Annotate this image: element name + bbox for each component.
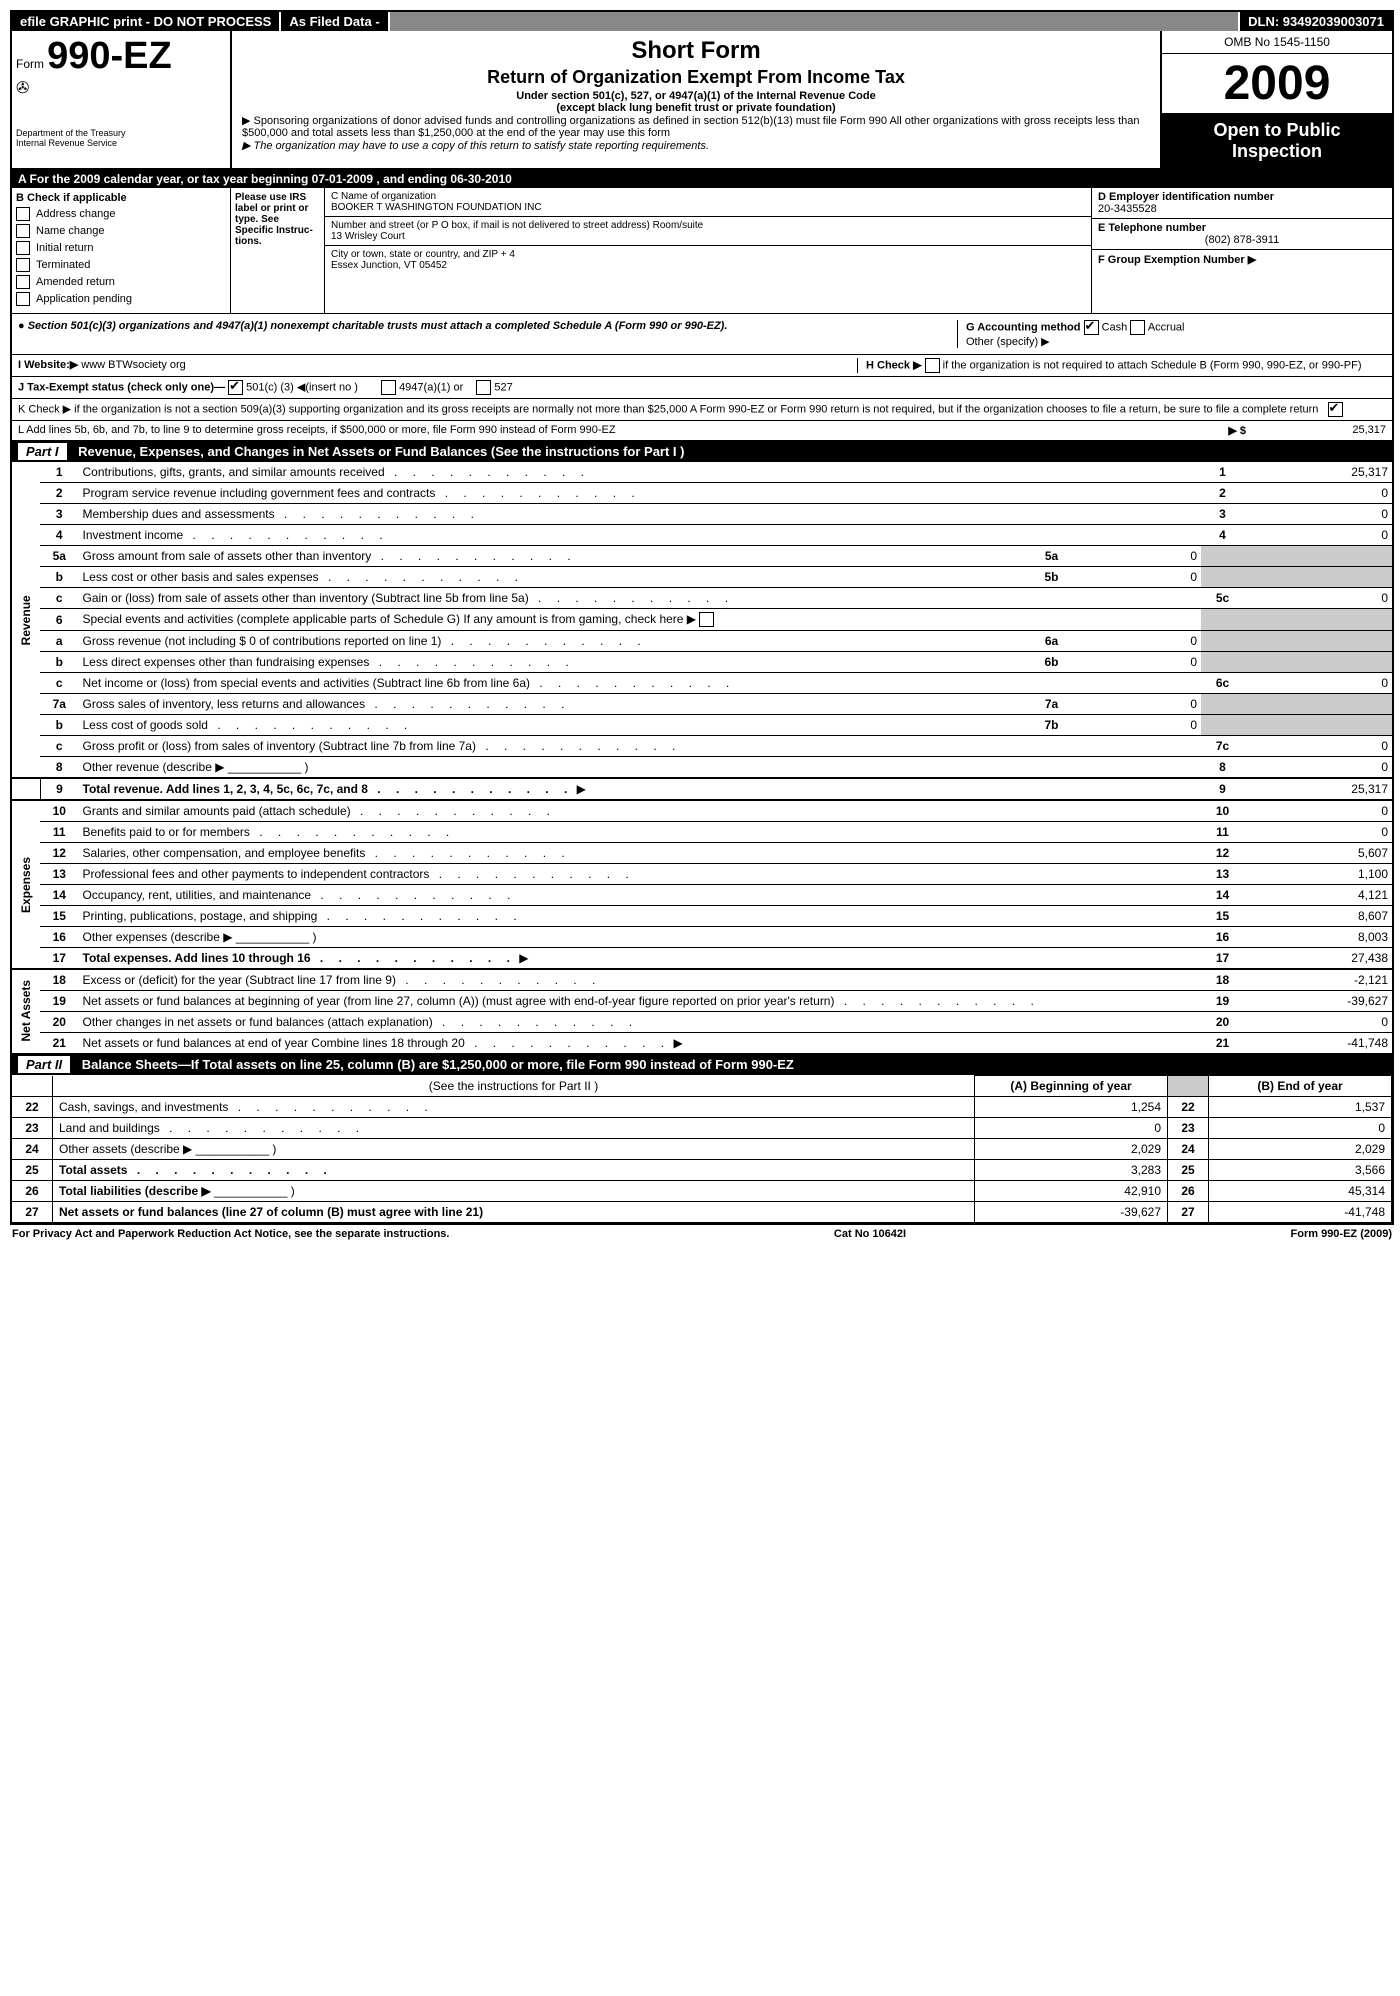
note1: ▶ Sponsoring organizations of donor advi… xyxy=(242,114,1150,139)
ein: 20-3435528 xyxy=(1098,203,1157,215)
org-name: BOOKER T WASHINGTON FOUNDATION INC xyxy=(331,202,1085,213)
revenue-label: Revenue xyxy=(12,462,40,778)
check-column: B Check if applicable Address change Nam… xyxy=(12,188,231,313)
balance-sheet: (See the instructions for Part II ) (A) … xyxy=(12,1075,1392,1223)
row-ih: I Website:▶ www BTWsociety org H Check ▶… xyxy=(12,355,1392,377)
irs-note: Please use IRS label or print or type. S… xyxy=(231,188,325,313)
info-section: B Check if applicable Address change Nam… xyxy=(12,188,1392,314)
checkbox-accrual[interactable] xyxy=(1130,320,1145,335)
title: Return of Organization Exempt From Incom… xyxy=(242,67,1150,88)
spacer xyxy=(390,12,1240,31)
sub1: Under section 501(c), 527, or 4947(a)(1)… xyxy=(516,90,875,102)
tax-year: 2009 xyxy=(1162,54,1392,114)
inspection: Open to Public Inspection xyxy=(1162,114,1392,168)
footer: For Privacy Act and Paperwork Reduction … xyxy=(10,1225,1394,1243)
l1-val: 25,317 xyxy=(1244,462,1392,483)
addr-label: Number and street (or P O box, if mail i… xyxy=(331,220,1085,231)
sec-501: ● Section 501(c)(3) organizations and 49… xyxy=(12,314,1392,355)
org-city: Essex Junction, VT 05452 xyxy=(331,260,1085,271)
header-center: Short Form Return of Organization Exempt… xyxy=(232,31,1160,168)
row-l: L Add lines 5b, 6b, and 7b, to line 9 to… xyxy=(12,421,1392,441)
d-label: D Employer identification number xyxy=(1098,191,1274,203)
part1-header: Part I Revenue, Expenses, and Changes in… xyxy=(12,441,1392,462)
checkbox-name[interactable] xyxy=(16,224,30,238)
e-label: E Telephone number xyxy=(1098,222,1206,234)
checkbox-527[interactable] xyxy=(476,380,491,395)
right-info: D Employer identification number 20-3435… xyxy=(1091,188,1392,313)
period-row: A For the 2009 calendar year, or tax yea… xyxy=(12,170,1392,188)
header-right: OMB No 1545-1150 2009 Open to Public Ins… xyxy=(1160,31,1392,168)
dept-treasury: Department of the Treasury xyxy=(16,128,226,138)
irs: Internal Revenue Service xyxy=(16,138,226,148)
footer-right: Form 990-EZ (2009) xyxy=(1291,1228,1392,1240)
c-label: C Name of organization xyxy=(331,191,1085,202)
netassets-label: Net Assets xyxy=(12,969,40,1054)
checkbox-501c[interactable] xyxy=(228,380,243,395)
header: Form 990-EZ ✇ Department of the Treasury… xyxy=(12,31,1392,170)
dln: DLN: 93492039003071 xyxy=(1240,12,1392,31)
row-k: K Check ▶ if the organization is not a s… xyxy=(12,399,1392,421)
part2-instr: (See the instructions for Part II ) xyxy=(53,1076,975,1097)
footer-mid: Cat No 10642I xyxy=(834,1228,906,1240)
part2-header: Part II Balance Sheets—If Total assets o… xyxy=(12,1054,1392,1075)
city-label: City or town, state or country, and ZIP … xyxy=(331,249,1085,260)
checkbox-terminated[interactable] xyxy=(16,258,30,272)
org-info: C Name of organization BOOKER T WASHINGT… xyxy=(325,188,1091,313)
omb: OMB No 1545-1150 xyxy=(1162,31,1392,54)
checkbox-initial[interactable] xyxy=(16,241,30,255)
top-bar: efile GRAPHIC print - DO NOT PROCESS As … xyxy=(12,12,1392,31)
checkbox-4947[interactable] xyxy=(381,380,396,395)
l-value: 25,317 xyxy=(1246,424,1386,437)
checkbox-cash[interactable] xyxy=(1084,320,1099,335)
g-section: G Accounting method Cash Accrual Other (… xyxy=(957,320,1386,348)
checkbox-h[interactable] xyxy=(925,358,940,373)
footer-left: For Privacy Act and Paperwork Reduction … xyxy=(12,1228,449,1240)
b-label: B Check if applicable xyxy=(16,192,127,204)
note2: ▶ The organization may have to use a cop… xyxy=(242,139,1150,152)
website: www BTWsociety org xyxy=(81,359,186,371)
sub2: (except black lung benefit trust or priv… xyxy=(556,102,835,114)
checkbox-gaming[interactable] xyxy=(699,612,714,627)
form-number: 990-EZ xyxy=(47,35,172,77)
f-label: F Group Exemption Number ▶ xyxy=(1098,254,1256,266)
sec501-text: ● Section 501(c)(3) organizations and 49… xyxy=(18,320,957,348)
short-form: Short Form xyxy=(242,37,1150,65)
expenses-label: Expenses xyxy=(12,800,40,969)
org-addr: 13 Wrisley Court xyxy=(331,231,1085,242)
row-j: J Tax-Exempt status (check only one)— 50… xyxy=(12,377,1392,399)
form-prefix: Form xyxy=(16,57,44,71)
header-left: Form 990-EZ ✇ Department of the Treasury… xyxy=(12,31,232,168)
phone: (802) 878-3911 xyxy=(1098,234,1386,246)
checkbox-k[interactable] xyxy=(1328,402,1343,417)
as-filed: As Filed Data - xyxy=(281,12,389,31)
form-990ez: efile GRAPHIC print - DO NOT PROCESS As … xyxy=(10,10,1394,1225)
part1-table: Revenue 1 Contributions, gifts, grants, … xyxy=(12,462,1392,1054)
checkbox-amended[interactable] xyxy=(16,275,30,289)
checkbox-pending[interactable] xyxy=(16,292,30,306)
efile-notice: efile GRAPHIC print - DO NOT PROCESS xyxy=(12,12,281,31)
checkbox-address[interactable] xyxy=(16,207,30,221)
